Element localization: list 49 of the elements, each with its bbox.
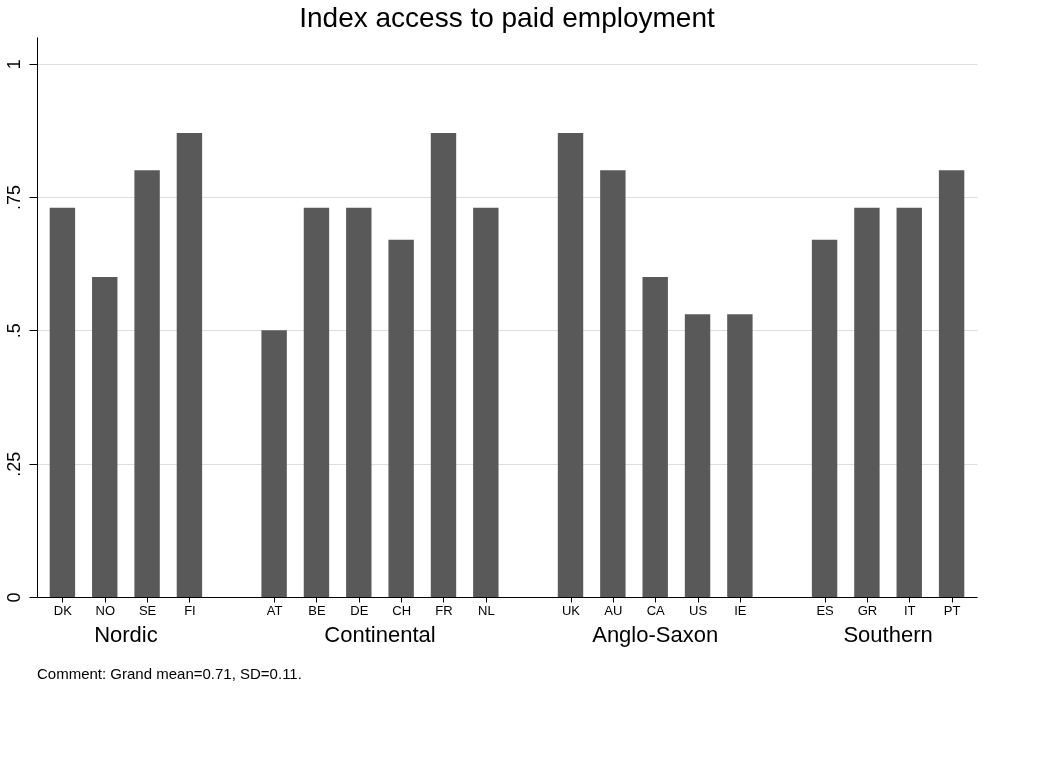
text: Continental	[324, 622, 436, 647]
bar	[430, 133, 457, 597]
x-tick-label: ES	[816, 602, 835, 618]
bar	[727, 314, 753, 597]
x-tick-label: IE	[734, 602, 747, 618]
x-tick-label: CH	[392, 602, 412, 618]
y-tick-label: 0	[3, 592, 24, 603]
bar	[346, 207, 372, 597]
bar	[896, 207, 922, 597]
bar	[854, 207, 880, 597]
x-tick-label: IT	[903, 602, 916, 618]
x-tick-label: UK	[561, 602, 581, 618]
text: Comment: Grand mean=0.71, SD=0.11.	[37, 665, 302, 682]
bar	[938, 170, 965, 597]
x-tick-label: NO	[95, 602, 115, 618]
x-tick-label: FI	[184, 602, 196, 618]
bar	[473, 207, 499, 597]
chart-title: Index access to paid employment	[299, 2, 715, 33]
x-tick-label: DK	[53, 602, 73, 618]
x-tick-label: FR	[435, 602, 453, 618]
text: Anglo-Saxon	[592, 622, 719, 647]
bar	[557, 133, 584, 597]
x-tick-label: CA	[646, 602, 666, 618]
x-tick-label: NL	[478, 602, 495, 618]
y-tick-label: 1	[3, 59, 24, 70]
bar	[134, 170, 160, 597]
bar	[642, 277, 668, 597]
y-tick-label: .5	[3, 323, 24, 339]
text: Southern	[843, 622, 933, 647]
bar	[303, 207, 330, 597]
x-tick-label: AU	[604, 602, 623, 618]
bar	[684, 314, 711, 597]
text: Nordic	[94, 622, 158, 647]
bar	[600, 170, 626, 597]
bar	[388, 239, 414, 597]
bar	[176, 133, 203, 597]
bar	[811, 239, 838, 597]
x-tick-label: AT	[266, 602, 283, 618]
x-tick-label: SE	[138, 602, 157, 618]
x-tick-label: GR	[857, 602, 878, 618]
x-tick-label: US	[689, 602, 708, 618]
bar	[261, 330, 287, 597]
x-tick-label: BE	[308, 602, 326, 618]
bar	[92, 277, 118, 597]
x-tick-label: DE	[350, 602, 369, 618]
y-tick-label: .25	[3, 451, 24, 477]
bar	[49, 207, 76, 597]
x-tick-label: PT	[943, 602, 961, 618]
y-tick-label: .75	[3, 184, 24, 211]
